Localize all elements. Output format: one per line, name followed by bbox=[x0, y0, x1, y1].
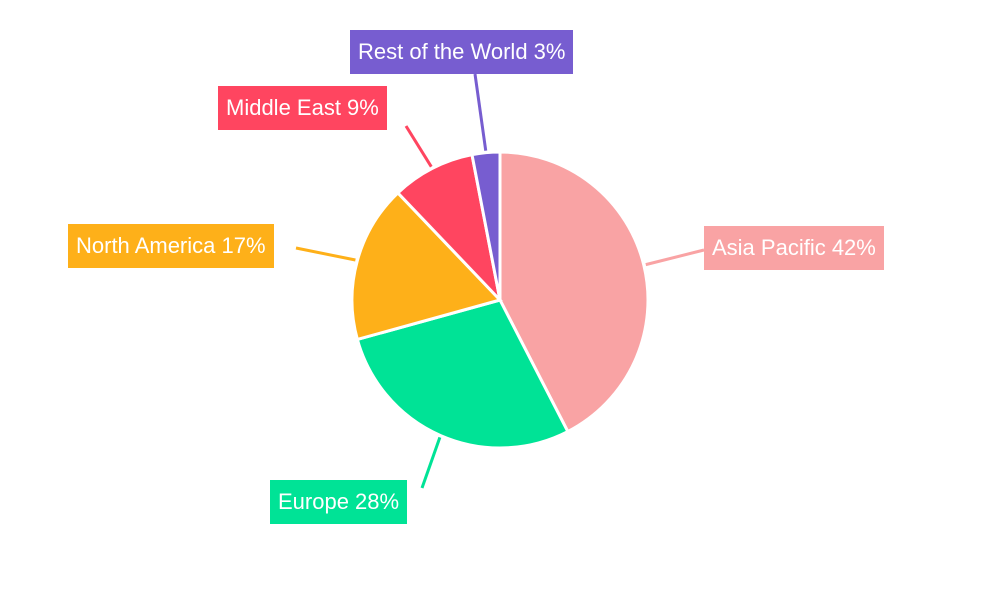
leader-line-asia-pacific bbox=[645, 248, 705, 267]
label-europe: Europe 28% bbox=[270, 480, 408, 524]
slice-rest-of-the-world[interactable] bbox=[470, 150, 502, 301]
leader-line-north-america bbox=[295, 246, 356, 262]
label-rest-of-the-world: Rest of the World 3% bbox=[350, 30, 574, 74]
leader-line-middle-east bbox=[404, 125, 433, 168]
label-asia-pacific: Asia Pacific 42% bbox=[704, 226, 884, 270]
slice-asia-pacific[interactable] bbox=[498, 150, 650, 434]
label-middle-east: Middle East 9% bbox=[218, 86, 387, 130]
slice-north-america[interactable] bbox=[350, 190, 503, 342]
leader-line-europe bbox=[420, 436, 442, 489]
leader-line-rest-of-the-world bbox=[473, 73, 488, 151]
slice-europe[interactable] bbox=[355, 298, 570, 450]
slice-middle-east[interactable] bbox=[395, 152, 503, 305]
label-north-america: North America 17% bbox=[68, 224, 274, 268]
